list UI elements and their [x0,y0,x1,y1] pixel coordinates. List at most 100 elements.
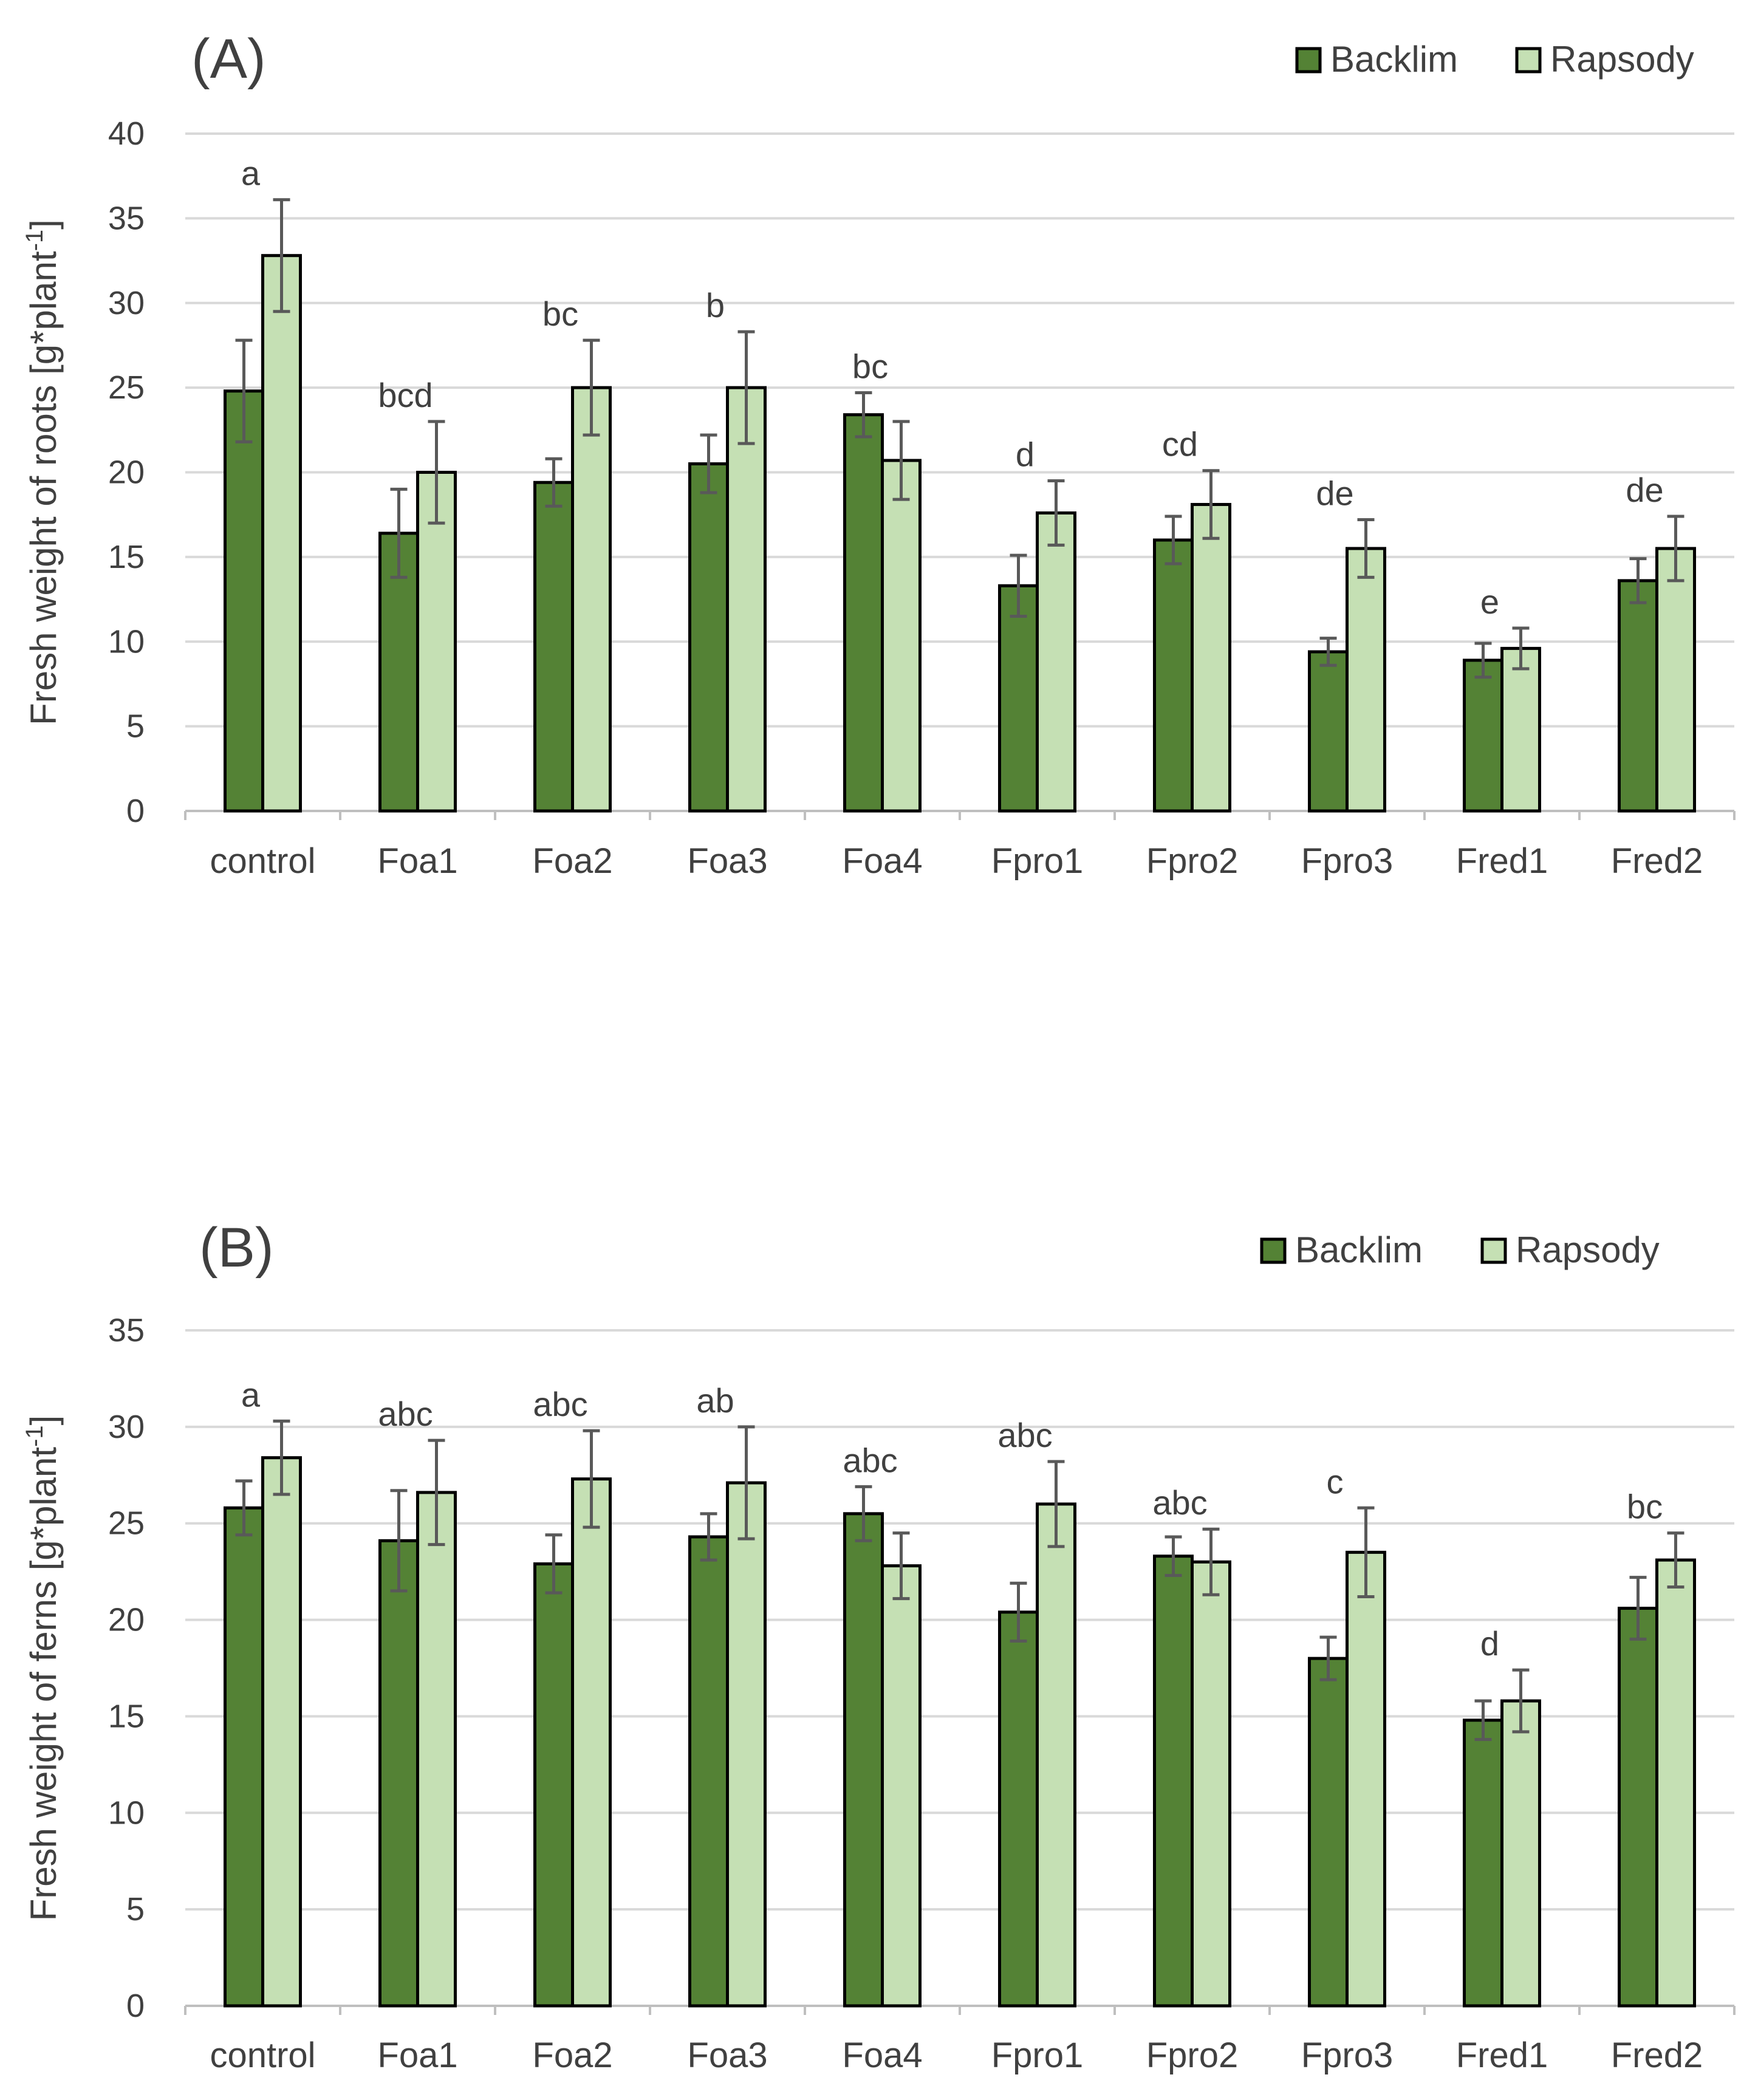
panel-label: (A) [191,28,266,90]
significance-letter: abc [533,1385,587,1423]
y-tick-label: 25 [108,1505,145,1542]
y-tick-label: 5 [126,1891,145,1927]
x-category-label: Fred2 [1611,841,1703,881]
x-category-label: Fpro3 [1301,2036,1394,2075]
legend-label-backlim: Backlim [1295,1230,1423,1270]
x-category-label: Fred1 [1456,2036,1548,2075]
bar-rapsody [571,386,612,813]
legend-swatch-rapsody [1480,1237,1507,1264]
significance-letter: abc [997,1416,1052,1454]
y-tick-label: 30 [108,1409,145,1445]
significance-letter: b [706,286,725,324]
bar-backlim [688,1535,729,2008]
bar-backlim [843,1512,884,2008]
bar-rapsody [416,1491,457,2008]
x-category-label: Foa4 [842,2036,922,2075]
y-tick-label: 25 [108,369,145,406]
bar-backlim [378,1539,419,2008]
significance-letter: ab [696,1381,734,1420]
bar-rapsody [261,1456,302,2008]
x-category-label: control [210,841,315,881]
bar-backlim [378,532,419,813]
legend-label-rapsody: Rapsody [1516,1230,1660,1270]
y-axis-title-main: Fresh weight of ferns [g*plant [23,1447,64,1921]
bar-backlim [1308,650,1349,813]
significance-letter: de [1626,471,1663,509]
bar-rapsody [261,254,302,813]
x-category-label: Fred1 [1456,841,1548,881]
significance-letter: cd [1162,425,1198,463]
bar-rapsody [1655,547,1696,813]
significance-letter: bc [852,347,888,385]
bar-backlim [998,1610,1039,2008]
bar-backlim [1153,538,1194,813]
x-category-label: Fpro2 [1146,2036,1239,2075]
y-tick-label: 0 [126,1988,145,2024]
bar-backlim [533,481,574,813]
significance-letter: a [241,154,261,193]
significance-letter: d [1016,435,1035,473]
legend-label-rapsody: Rapsody [1550,39,1694,80]
y-axis-title-end: ] [23,1415,64,1426]
x-category-label: Fred2 [1611,2036,1703,2075]
legend-swatch-backlim [1295,47,1322,74]
y-tick-label: 0 [126,793,145,829]
significance-letter: abc [1152,1483,1207,1522]
bar-backlim [1308,1657,1349,2008]
y-axis-title-end: ] [23,219,64,230]
bar-rapsody [1500,1699,1541,2008]
bar-rapsody [726,1481,767,2008]
x-category-label: Foa3 [687,2036,767,2075]
bar-backlim [1618,1607,1658,2008]
x-category-label: Foa3 [687,841,767,881]
bar-rapsody [1191,502,1231,813]
significance-letter: bc [542,295,578,333]
y-axis-title-superscript: -1 [21,230,48,251]
legend-label-backlim: Backlim [1330,39,1458,80]
bar-rapsody [1346,547,1386,813]
x-category-label: Foa2 [532,841,612,881]
bar-backlim [1463,658,1503,813]
chart-panel-a: 0510152025303540controlaFoa1bcdFoa2bcFoa… [21,28,1736,881]
y-tick-label: 30 [108,285,145,321]
significance-letter: abc [378,1395,433,1433]
bar-backlim [1618,579,1658,813]
legend-swatch-rapsody [1515,47,1542,74]
bar-rapsody [1036,1502,1076,2008]
significance-letter: de [1316,474,1353,513]
x-category-label: Foa4 [842,841,922,881]
y-tick-label: 35 [108,1312,145,1349]
bar-rapsody [1346,1550,1386,2008]
y-tick-label: 10 [108,1794,145,1831]
significance-letter: bc [1627,1488,1663,1526]
x-category-label: Foa1 [377,841,457,881]
bar-backlim [1153,1554,1194,2008]
bar-rapsody [571,1477,612,2008]
significance-letter: c [1327,1462,1344,1500]
y-tick-label: 5 [126,708,145,745]
bar-rapsody [726,386,767,813]
bar-backlim [998,584,1039,813]
x-category-label: Fpro1 [991,841,1084,881]
bar-rapsody [881,459,922,813]
y-tick-label: 35 [108,200,145,236]
x-category-label: Fpro1 [991,2036,1084,2075]
y-axis-title: Fresh weight of ferns [g*plant-1] [21,1415,64,1921]
x-category-label: Fpro2 [1146,841,1239,881]
bar-rapsody [1655,1558,1696,2008]
bar-rapsody [881,1564,922,2008]
significance-letter: d [1480,1624,1499,1663]
x-category-label: Fpro3 [1301,841,1394,881]
x-category-label: Foa2 [532,2036,612,2075]
panel-label: (B) [199,1217,274,1279]
chart-panel-b: 05101520253035controlaFoa1abcFoa2abcFoa3… [21,1217,1736,2075]
bar-rapsody [1191,1560,1231,2008]
x-category-label: control [210,2036,315,2075]
significance-letter: e [1480,583,1499,621]
y-tick-label: 20 [108,1602,145,1638]
bar-backlim [224,389,264,813]
bar-backlim [688,462,729,813]
y-axis-title-main: Fresh weight of roots [g*plant [23,251,64,725]
